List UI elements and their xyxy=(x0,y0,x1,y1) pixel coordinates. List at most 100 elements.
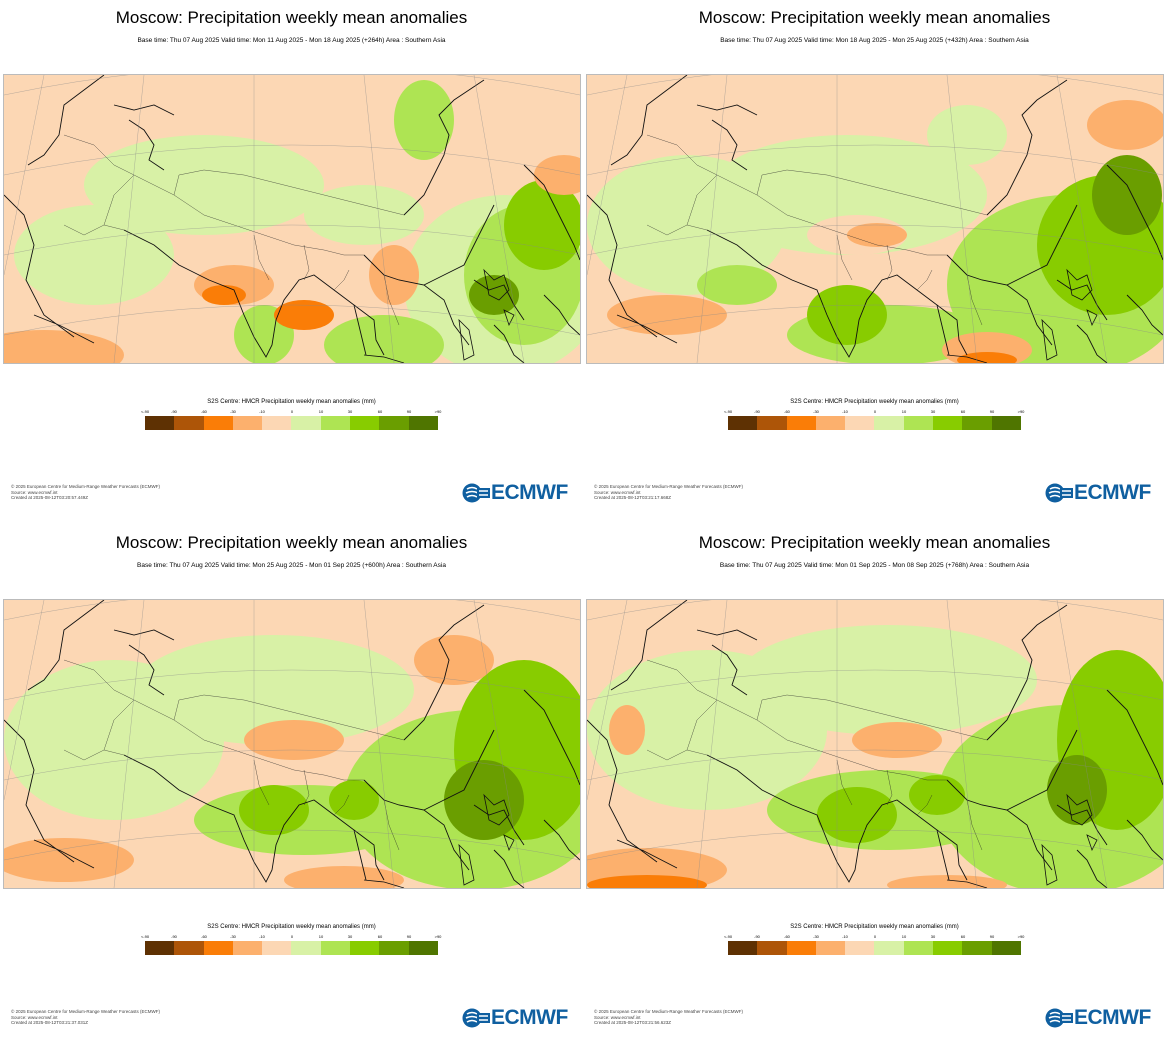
legend-ticks: <-90 -90 -60 -30 -10 0 10 30 60 90 >90 xyxy=(140,934,445,940)
forecast-panel-1: Moscow: Precipitation weekly mean anomal… xyxy=(0,0,583,525)
ecmwf-logo: ECMWF xyxy=(1045,1007,1151,1029)
source-text[interactable]: Source: www.ecmwf.int xyxy=(11,489,58,495)
legend-tick: 30 xyxy=(347,934,353,939)
legend-tick: -90 xyxy=(754,409,760,414)
legend-colorbar xyxy=(145,416,438,430)
legend-swatch xyxy=(962,416,992,430)
legend-tick: 60 xyxy=(960,409,966,414)
legend-swatch xyxy=(874,941,904,955)
legend-swatch xyxy=(408,941,438,955)
legend-swatch xyxy=(933,416,963,430)
legend-tick: 90 xyxy=(989,409,995,414)
legend-tick: 30 xyxy=(930,934,936,939)
legend-tick: -30 xyxy=(230,934,236,939)
source-text[interactable]: Source: www.ecmwf.int xyxy=(594,489,641,495)
created-at-text: Created at 2025-08-12T03:21:17.668Z xyxy=(594,495,672,501)
forecast-panel-4: Moscow: Precipitation weekly mean anomal… xyxy=(583,525,1166,1050)
legend-swatch xyxy=(203,416,233,430)
forecast-panel-2: Moscow: Precipitation weekly mean anomal… xyxy=(583,0,1166,525)
panel-title: Moscow: Precipitation weekly mean anomal… xyxy=(115,533,468,552)
legend-colorbar xyxy=(728,416,1021,430)
legend-swatch xyxy=(962,941,992,955)
legend-swatch xyxy=(991,416,1021,430)
legend-title: S2S Centre: HMCR Precipitation weekly me… xyxy=(790,399,959,405)
copyright-text: © 2025 European Centre for Medium-Range … xyxy=(11,484,161,489)
legend-tick: >90 xyxy=(434,409,442,414)
legend-tick: 90 xyxy=(406,409,412,414)
legend-swatch xyxy=(174,941,204,955)
legend-tick: <-90 xyxy=(723,409,733,414)
legend-tick: >90 xyxy=(434,934,442,939)
logo-text: ECMWF xyxy=(1074,481,1151,504)
source-text[interactable]: Source: www.ecmwf.int xyxy=(11,1014,58,1020)
panel-title: Moscow: Precipitation weekly mean anomal… xyxy=(115,8,468,27)
ecmwf-logo: ECMWF xyxy=(462,482,568,504)
legend-swatch xyxy=(845,416,875,430)
anomaly-map xyxy=(586,599,1164,889)
legend-tick: 0 xyxy=(873,934,877,939)
legend-swatch xyxy=(232,941,263,955)
legend-swatch xyxy=(203,941,233,955)
legend-tick: 10 xyxy=(318,409,324,414)
panel-title: Moscow: Precipitation weekly mean anomal… xyxy=(698,8,1051,27)
legend-swatch xyxy=(350,416,380,430)
legend-tick: <-90 xyxy=(140,934,150,939)
legend-swatch xyxy=(262,941,292,955)
footer-credits: © 2025 European Centre for Medium-Range … xyxy=(594,484,743,501)
legend-swatch xyxy=(145,941,175,955)
legend-tick: <-90 xyxy=(140,409,150,414)
legend-swatch xyxy=(815,941,846,955)
legend-swatch xyxy=(320,416,351,430)
footer-credits: © 2025 European Centre for Medium-Range … xyxy=(594,1009,743,1026)
anomaly-map xyxy=(586,74,1164,364)
anomaly-map xyxy=(3,599,581,889)
ecmwf-logo-icon xyxy=(1045,483,1073,503)
legend-swatch xyxy=(350,941,380,955)
legend-tick: 0 xyxy=(873,409,877,414)
legend-swatch xyxy=(933,941,963,955)
legend-swatch xyxy=(291,416,321,430)
legend-ticks: <-90 -90 -60 -30 -10 0 10 30 60 90 >90 xyxy=(723,409,1028,415)
legend-tick: 10 xyxy=(901,409,907,414)
legend-tick: 30 xyxy=(930,409,936,414)
anomaly-map xyxy=(3,74,581,364)
footer-credits: © 2025 European Centre for Medium-Range … xyxy=(11,484,160,501)
panel-subtitle: Base time: Thu 07 Aug 2025 Valid time: M… xyxy=(720,37,1029,44)
legend-tick: 30 xyxy=(347,409,353,414)
created-at-text: Created at 2025-08-12T03:21:56.623Z xyxy=(594,1020,672,1026)
ecmwf-logo: ECMWF xyxy=(462,1007,568,1029)
legend-tick: <-90 xyxy=(723,934,733,939)
legend-tick: 90 xyxy=(989,934,995,939)
legend-tick: 10 xyxy=(318,934,324,939)
legend-tick: -60 xyxy=(784,934,790,939)
legend-tick: -60 xyxy=(201,409,207,414)
ecmwf-logo-icon xyxy=(462,1008,490,1028)
logo-text: ECMWF xyxy=(1074,1006,1151,1029)
legend-tick: -10 xyxy=(259,409,265,414)
legend-swatch xyxy=(845,941,875,955)
legend-tick: -90 xyxy=(171,934,177,939)
legend-tick: 60 xyxy=(377,934,383,939)
legend-swatch xyxy=(232,416,263,430)
legend-swatch xyxy=(145,416,175,430)
legend-tick: -60 xyxy=(201,934,207,939)
legend-swatch xyxy=(262,416,292,430)
legend-swatch xyxy=(874,416,904,430)
legend-swatch xyxy=(379,416,409,430)
legend-tick: -10 xyxy=(842,409,848,414)
panel-title: Moscow: Precipitation weekly mean anomal… xyxy=(698,533,1051,552)
copyright-text: © 2025 European Centre for Medium-Range … xyxy=(594,1009,744,1014)
panel-subtitle: Base time: Thu 07 Aug 2025 Valid time: M… xyxy=(719,562,1030,569)
legend-tick: -60 xyxy=(784,409,790,414)
legend-colorbar xyxy=(728,941,1021,955)
legend-tick: 10 xyxy=(901,934,907,939)
legend-ticks: <-90 -90 -60 -30 -10 0 10 30 60 90 >90 xyxy=(723,934,1028,940)
legend-swatch xyxy=(903,941,934,955)
logo-text: ECMWF xyxy=(491,481,568,504)
legend-swatch xyxy=(320,941,351,955)
ecmwf-logo-icon xyxy=(462,483,490,503)
source-text[interactable]: Source: www.ecmwf.int xyxy=(594,1014,641,1020)
legend-tick: -10 xyxy=(842,934,848,939)
legend-swatch xyxy=(728,941,758,955)
footer-credits: © 2025 European Centre for Medium-Range … xyxy=(11,1009,160,1026)
